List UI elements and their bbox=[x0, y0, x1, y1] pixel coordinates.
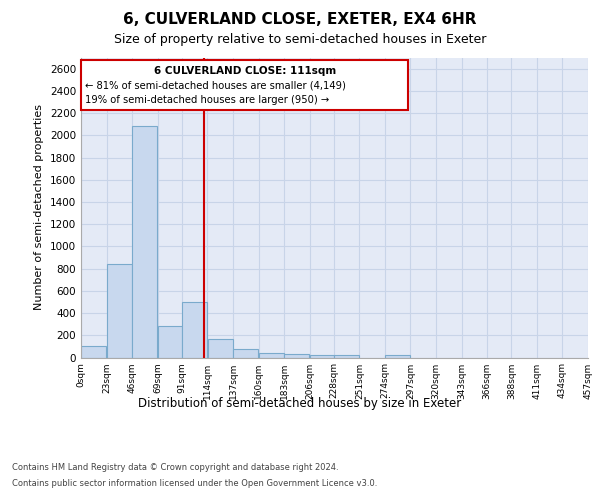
FancyBboxPatch shape bbox=[81, 60, 408, 110]
Bar bbox=[158, 326, 182, 358]
Bar bbox=[310, 356, 334, 358]
Bar bbox=[208, 339, 233, 357]
Text: Contains HM Land Registry data © Crown copyright and database right 2024.: Contains HM Land Registry data © Crown c… bbox=[12, 462, 338, 471]
Bar bbox=[385, 356, 410, 358]
Text: Distribution of semi-detached houses by size in Exeter: Distribution of semi-detached houses by … bbox=[139, 398, 461, 410]
Bar bbox=[81, 346, 106, 358]
Bar bbox=[133, 126, 157, 358]
Bar bbox=[233, 349, 258, 358]
Text: 6 CULVERLAND CLOSE: 111sqm: 6 CULVERLAND CLOSE: 111sqm bbox=[154, 66, 336, 76]
Bar bbox=[334, 356, 359, 358]
Bar bbox=[259, 353, 284, 358]
Bar bbox=[182, 302, 207, 358]
Text: 19% of semi-detached houses are larger (950) →: 19% of semi-detached houses are larger (… bbox=[85, 96, 329, 106]
Y-axis label: Number of semi-detached properties: Number of semi-detached properties bbox=[34, 104, 44, 310]
Text: Contains public sector information licensed under the Open Government Licence v3: Contains public sector information licen… bbox=[12, 479, 377, 488]
Bar bbox=[107, 264, 132, 358]
Text: 6, CULVERLAND CLOSE, EXETER, EX4 6HR: 6, CULVERLAND CLOSE, EXETER, EX4 6HR bbox=[123, 12, 477, 28]
Text: ← 81% of semi-detached houses are smaller (4,149): ← 81% of semi-detached houses are smalle… bbox=[85, 80, 346, 90]
Bar bbox=[284, 354, 309, 358]
Text: Size of property relative to semi-detached houses in Exeter: Size of property relative to semi-detach… bbox=[114, 32, 486, 46]
